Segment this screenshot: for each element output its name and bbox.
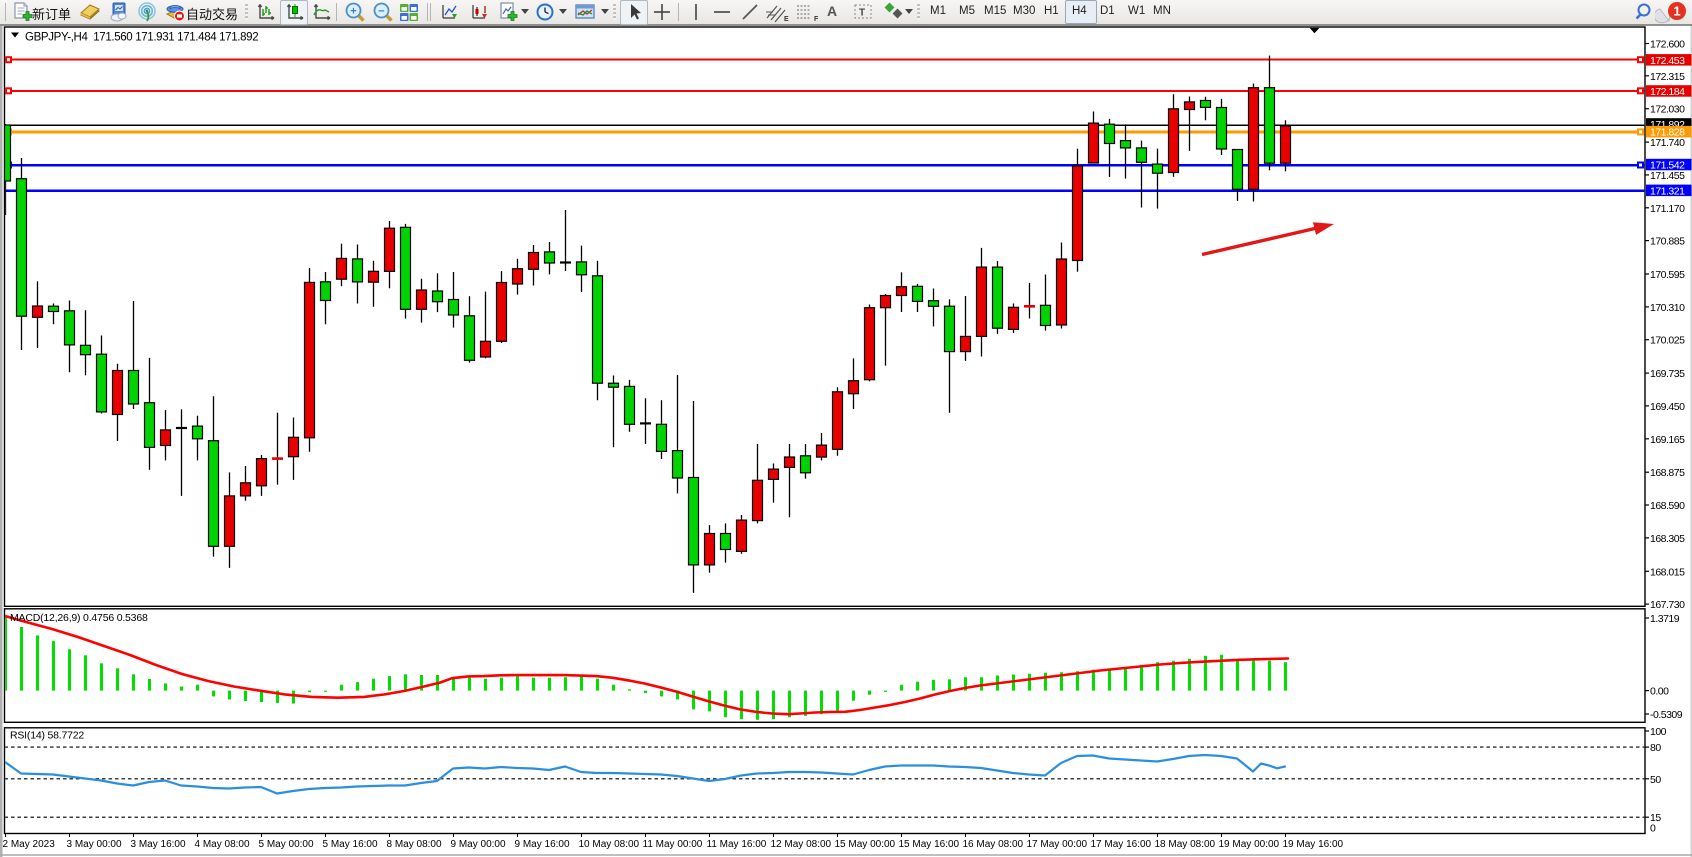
svg-text:168.590: 168.590 [1650,500,1685,512]
svg-text:0: 0 [1650,822,1656,834]
svg-text:1.3719: 1.3719 [1650,613,1680,625]
svg-text:−: − [378,6,384,18]
svg-text:170.595: 170.595 [1650,269,1685,281]
svg-text:10 May 08:00: 10 May 08:00 [579,839,640,850]
svg-text:5 May 16:00: 5 May 16:00 [323,839,378,850]
svg-text:172.030: 172.030 [1650,104,1685,116]
svg-text:172.600: 172.600 [1650,39,1685,51]
svg-text:12 May 08:00: 12 May 08:00 [771,839,832,850]
svg-text:171.170: 171.170 [1650,203,1685,215]
svg-text:80: 80 [1650,742,1661,754]
svg-text:168.875: 168.875 [1650,467,1685,479]
svg-text:15: 15 [1650,812,1661,824]
svg-text:170.025: 170.025 [1650,335,1685,347]
svg-text:171.828: 171.828 [1650,127,1685,139]
svg-text:171.740: 171.740 [1650,137,1685,149]
svg-text:3 May 16:00: 3 May 16:00 [131,839,186,850]
svg-text:171.455: 171.455 [1650,170,1685,182]
svg-text:172.453: 172.453 [1650,55,1685,67]
svg-text:F: F [814,16,819,23]
svg-text:172.184: 172.184 [1650,86,1685,98]
svg-text:170.310: 170.310 [1650,302,1685,314]
svg-text:169.450: 169.450 [1650,401,1685,413]
svg-text:E: E [784,16,789,23]
svg-text:171.321: 171.321 [1650,185,1685,197]
svg-text:50: 50 [1650,774,1661,786]
svg-text:15 May 00:00: 15 May 00:00 [835,839,896,850]
svg-text:168.305: 168.305 [1650,533,1685,545]
svg-text:100: 100 [1650,726,1667,738]
svg-text:1: 1 [1673,4,1680,19]
svg-text:19 May 00:00: 19 May 00:00 [1219,839,1280,850]
svg-text:8 May 08:00: 8 May 08:00 [387,839,442,850]
svg-text:167.730: 167.730 [1650,599,1685,611]
svg-text:17 May 00:00: 17 May 00:00 [1027,839,1088,850]
svg-text:GBPJPY-,H4 171.560 171.931 17: GBPJPY-,H4 171.560 171.931 171.484 171.8… [25,32,258,44]
svg-text:169.165: 169.165 [1650,434,1685,446]
svg-text:RSI(14) 58.7722: RSI(14) 58.7722 [10,730,84,742]
svg-text:MACD(12,26,9) 0.4756 0.5368: MACD(12,26,9) 0.4756 0.5368 [10,612,148,624]
svg-text:18 May 08:00: 18 May 08:00 [1155,839,1216,850]
svg-text:+: + [350,6,356,18]
svg-text:171.542: 171.542 [1650,160,1685,172]
svg-text:T: T [859,8,865,19]
svg-text:17 May 16:00: 17 May 16:00 [1091,839,1152,850]
svg-text:-0.5309: -0.5309 [1650,709,1683,721]
svg-text:168.015: 168.015 [1650,566,1685,578]
svg-text:170.885: 170.885 [1650,236,1685,248]
svg-text:2 May 2023: 2 May 2023 [3,839,56,850]
svg-text:19 May 16:00: 19 May 16:00 [1283,839,1344,850]
svg-text:172.315: 172.315 [1650,71,1685,83]
svg-text:11 May 00:00: 11 May 00:00 [643,839,703,850]
svg-text:0.00: 0.00 [1650,686,1669,698]
svg-text:3 May 00:00: 3 May 00:00 [67,839,122,850]
svg-text:15 May 16:00: 15 May 16:00 [899,839,960,850]
svg-text:16 May 08:00: 16 May 08:00 [963,839,1024,850]
svg-text:9 May 00:00: 9 May 00:00 [451,839,506,850]
svg-text:9 May 16:00: 9 May 16:00 [515,839,570,850]
svg-text:4 May 08:00: 4 May 08:00 [195,839,250,850]
svg-text:11 May 16:00: 11 May 16:00 [707,839,767,850]
svg-text:169.735: 169.735 [1650,368,1685,380]
svg-text:5 May 00:00: 5 May 00:00 [259,839,314,850]
